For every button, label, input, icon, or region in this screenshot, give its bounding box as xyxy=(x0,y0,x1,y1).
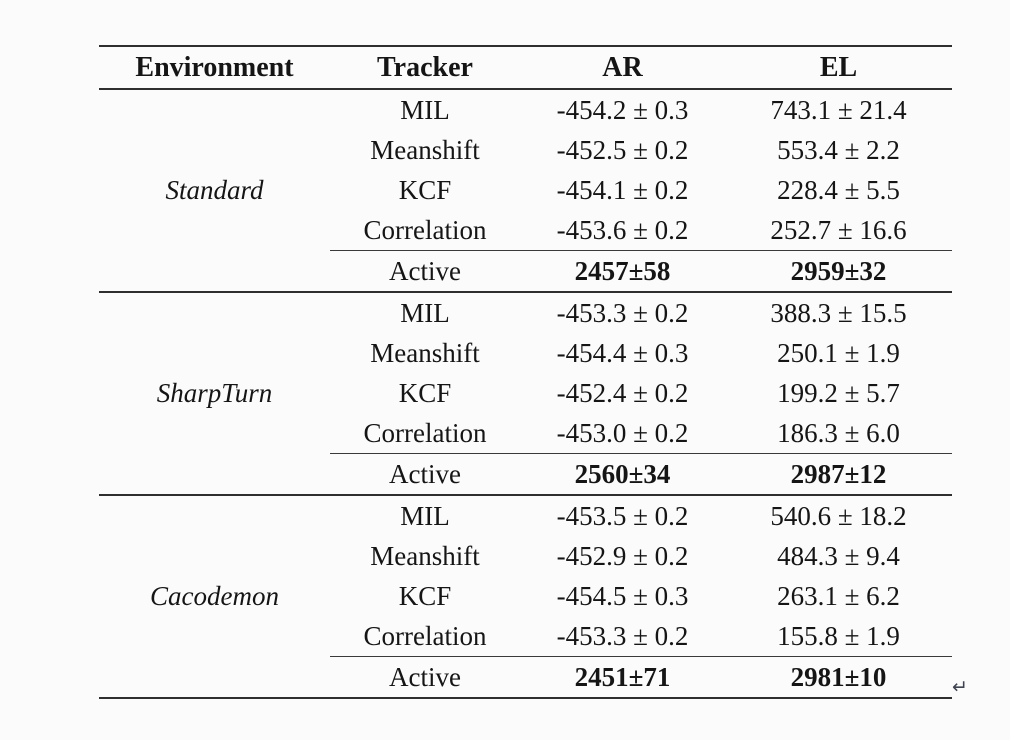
ar-cell: -452.9 ± 0.2 xyxy=(556,540,689,571)
ar-cell: 2560±34 xyxy=(520,453,725,496)
ar-cell: -454.2 ± 0.3 xyxy=(556,94,689,125)
table-row: Correlation -453.0 ± 0.2 186.3 ± 6.0 xyxy=(99,413,952,454)
table-row: Meanshift -454.4 ± 0.3 250.1 ± 1.9 xyxy=(99,333,952,373)
el-cell: 228.4 ± 5.5 xyxy=(777,174,900,205)
tracker-cell: Correlation xyxy=(363,214,487,245)
ar-cell: 2451±71 xyxy=(520,656,725,699)
el-cell: 484.3 ± 9.4 xyxy=(777,540,900,571)
el-cell: 263.1 ± 6.2 xyxy=(777,580,900,611)
el-cell: 250.1 ± 1.9 xyxy=(777,337,900,368)
el-cell: 199.2 ± 5.7 xyxy=(777,377,900,408)
ar-cell: -453.0 ± 0.2 xyxy=(556,417,689,448)
el-cell: 155.8 ± 1.9 xyxy=(777,620,900,651)
tracker-cell: Active xyxy=(330,656,520,699)
table-row: Cacodemon MIL -453.5 ± 0.2 540.6 ± 18.2 xyxy=(99,495,952,699)
active-row: Active 2451±71 2981±10 xyxy=(99,656,952,699)
results-table: Environment Tracker AR EL Standard MIL -… xyxy=(99,45,952,699)
ar-cell: -453.6 ± 0.2 xyxy=(556,214,689,245)
el-cell: 388.3 ± 15.5 xyxy=(770,297,907,328)
ar-cell: 2457±58 xyxy=(520,250,725,293)
ar-cell: -453.3 ± 0.2 xyxy=(556,620,689,651)
table-header: Environment Tracker AR EL xyxy=(99,45,952,90)
tracker-cell: MIL xyxy=(400,500,450,531)
environment-cell: Standard xyxy=(99,89,330,293)
el-cell: 743.1 ± 21.4 xyxy=(770,94,907,125)
el-cell: 2959±32 xyxy=(725,250,952,293)
group-cacodemon: Cacodemon MIL -453.5 ± 0.2 540.6 ± 18.2 … xyxy=(99,495,952,699)
tracker-cell: MIL xyxy=(400,94,450,125)
table-row: Meanshift -452.5 ± 0.2 553.4 ± 2.2 xyxy=(99,130,952,170)
header-tracker: Tracker xyxy=(330,45,520,90)
el-cell: 2981±10 xyxy=(725,656,952,699)
tracker-cell: Correlation xyxy=(363,620,487,651)
results-table-container: Environment Tracker AR EL Standard MIL -… xyxy=(99,45,952,699)
tracker-cell: Active xyxy=(330,453,520,496)
tracker-cell: MIL xyxy=(400,297,450,328)
el-cell: 186.3 ± 6.0 xyxy=(777,417,900,448)
tracker-cell: Meanshift xyxy=(370,337,480,368)
ar-cell: -452.4 ± 0.2 xyxy=(556,377,689,408)
table-row: KCF -452.4 ± 0.2 199.2 ± 5.7 xyxy=(99,373,952,413)
ar-cell: -452.5 ± 0.2 xyxy=(556,134,689,165)
tracker-cell: KCF xyxy=(398,580,452,611)
tracker-cell: KCF xyxy=(398,174,452,205)
table-row: KCF -454.5 ± 0.3 263.1 ± 6.2 xyxy=(99,576,952,616)
header-el: EL xyxy=(725,45,952,90)
return-arrow-mark: ↵ xyxy=(952,676,968,698)
active-row: Active 2560±34 2987±12 xyxy=(99,453,952,496)
table-row: Meanshift -452.9 ± 0.2 484.3 ± 9.4 xyxy=(99,536,952,576)
ar-cell: -454.5 ± 0.3 xyxy=(556,580,689,611)
ar-cell: -454.4 ± 0.3 xyxy=(556,337,689,368)
environment-cell: Cacodemon xyxy=(99,495,330,699)
active-row: Active 2457±58 2959±32 xyxy=(99,250,952,293)
el-cell: 2987±12 xyxy=(725,453,952,496)
ar-cell: -453.5 ± 0.2 xyxy=(556,500,689,531)
group-standard: Standard MIL -454.2 ± 0.3 743.1 ± 21.4 M… xyxy=(99,89,952,293)
header-environment: Environment xyxy=(99,45,330,90)
table-row: SharpTurn MIL -453.3 ± 0.2 388.3 ± 15.5 xyxy=(99,292,952,496)
ar-cell: -453.3 ± 0.2 xyxy=(556,297,689,328)
ar-cell: -454.1 ± 0.2 xyxy=(556,174,689,205)
table-row: Correlation -453.3 ± 0.2 155.8 ± 1.9 xyxy=(99,616,952,657)
group-sharpturn: SharpTurn MIL -453.3 ± 0.2 388.3 ± 15.5 … xyxy=(99,292,952,496)
environment-cell: SharpTurn xyxy=(99,292,330,496)
tracker-cell: Correlation xyxy=(363,417,487,448)
table-row: Correlation -453.6 ± 0.2 252.7 ± 16.6 xyxy=(99,210,952,251)
header-row: Environment Tracker AR EL xyxy=(99,45,952,90)
el-cell: 553.4 ± 2.2 xyxy=(777,134,900,165)
table-row: KCF -454.1 ± 0.2 228.4 ± 5.5 xyxy=(99,170,952,210)
tracker-cell: Meanshift xyxy=(370,134,480,165)
tracker-cell: Active xyxy=(330,250,520,293)
tracker-cell: Meanshift xyxy=(370,540,480,571)
table-row: Standard MIL -454.2 ± 0.3 743.1 ± 21.4 xyxy=(99,89,952,293)
el-cell: 252.7 ± 16.6 xyxy=(770,214,907,245)
el-cell: 540.6 ± 18.2 xyxy=(770,500,907,531)
tracker-cell: KCF xyxy=(398,377,452,408)
header-ar: AR xyxy=(520,45,725,90)
